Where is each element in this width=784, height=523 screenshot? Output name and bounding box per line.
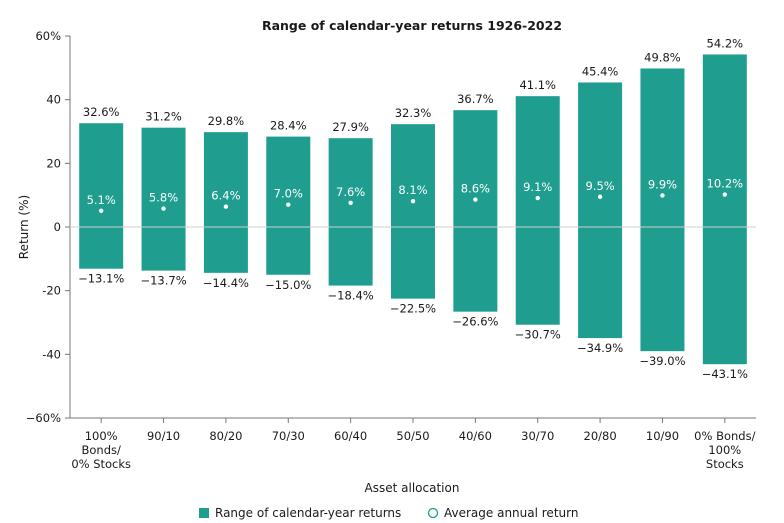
x-tick-label: 90/10 [147, 429, 180, 443]
x-tick-label: 30/70 [521, 429, 554, 443]
low-value-label: −34.9% [577, 341, 623, 355]
range-bar [79, 123, 124, 269]
low-value-label: −14.4% [203, 276, 249, 290]
high-value-label: 29.8% [208, 114, 245, 128]
chart-title: Range of calendar-year returns 1926-2022 [262, 18, 562, 33]
low-value-label: −39.0% [639, 354, 685, 368]
average-value-label: 6.4% [211, 189, 240, 203]
average-value-label: 5.8% [149, 191, 178, 205]
average-marker [348, 200, 353, 206]
high-value-label: 49.8% [644, 50, 681, 64]
low-value-label: −15.0% [265, 278, 311, 292]
high-value-label: 28.4% [270, 119, 307, 133]
x-tick-label: 10/90 [646, 429, 679, 443]
average-marker [597, 194, 603, 199]
legend-average-marker [427, 507, 439, 519]
x-tick-label: 70/30 [272, 429, 305, 443]
y-tick-label: -40 [42, 347, 61, 361]
average-marker [410, 199, 416, 204]
average-value-label: 9.5% [585, 179, 614, 193]
range-bar [203, 132, 248, 273]
high-value-label: 27.9% [332, 120, 369, 134]
range-bar [515, 96, 560, 325]
range-bar [328, 138, 373, 286]
x-tick-label: 40/60 [459, 429, 492, 443]
low-value-label: −26.6% [452, 315, 498, 329]
y-tick-label: -20 [42, 284, 61, 298]
low-value-label: −13.1% [78, 272, 124, 286]
average-marker [286, 202, 291, 207]
legend: Range of calendar-year returns Average a… [199, 506, 578, 520]
x-tick-label: 80/20 [209, 429, 242, 443]
high-value-label: 54.2% [707, 36, 744, 50]
average-value-label: 8.1% [398, 183, 427, 197]
average-marker [660, 193, 665, 198]
low-value-label: −43.1% [702, 367, 748, 381]
legend-range-label: Range of calendar-year returns [215, 506, 401, 520]
x-tick-label: 60/40 [334, 429, 367, 443]
y-axis-label: Return (%) [17, 195, 31, 259]
average-marker [161, 206, 166, 211]
average-value-label: 5.1% [87, 193, 116, 207]
y-tick-label: 60% [35, 29, 61, 43]
average-value-label: 7.0% [274, 187, 303, 201]
average-marker [722, 192, 728, 197]
x-tick-label: 0% Bonds/100% Stocks [694, 429, 755, 471]
high-value-label: 45.4% [582, 64, 619, 78]
average-value-label: 10.2% [707, 177, 744, 191]
range-bar [453, 110, 498, 312]
x-tick-label: 50/50 [396, 429, 429, 443]
high-value-label: 41.1% [519, 78, 556, 92]
average-value-label: 9.1% [523, 180, 552, 194]
x-tick-label: 20/80 [584, 429, 617, 443]
x-axis-label: Asset allocation [365, 481, 460, 495]
range-bar [391, 124, 435, 299]
average-value-label: 8.6% [461, 182, 490, 196]
x-tick-label: 100% Bonds/0% Stocks [71, 429, 131, 471]
range-bar [640, 68, 685, 352]
average-marker [98, 208, 104, 213]
high-value-label: 31.2% [145, 110, 182, 124]
range-bar [702, 54, 747, 365]
legend-range-swatch [199, 508, 209, 518]
y-tick-label: −60% [26, 411, 61, 425]
average-marker [535, 195, 540, 201]
y-tick-label: 20 [46, 156, 61, 170]
high-value-label: 32.3% [395, 106, 432, 120]
y-tick-label: 0 [54, 220, 61, 234]
high-value-label: 32.6% [83, 105, 120, 119]
average-marker [473, 197, 478, 202]
low-value-label: −22.5% [390, 302, 436, 316]
average-value-label: 7.6% [336, 185, 365, 199]
y-tick-label: 40 [46, 93, 61, 107]
range-bar [578, 82, 623, 339]
average-marker [223, 204, 229, 209]
low-value-label: −30.7% [515, 328, 561, 342]
low-value-label: −18.4% [328, 289, 374, 303]
high-value-label: 36.7% [457, 92, 494, 106]
low-value-label: −13.7% [140, 274, 186, 288]
range-bar [141, 127, 186, 271]
average-value-label: 9.9% [648, 177, 677, 191]
legend-average-label: Average annual return [444, 506, 578, 520]
